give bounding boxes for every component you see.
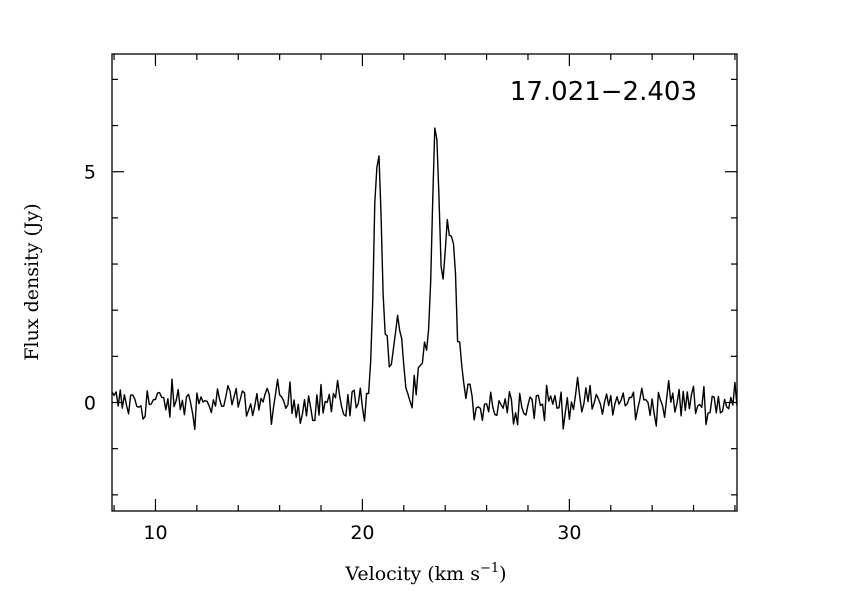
x-axis-label-end: ) — [499, 563, 506, 585]
tick-labels: 10 20 30 0 5 — [84, 162, 582, 544]
x-tick-label: 10 — [143, 522, 167, 544]
x-axis-label: Velocity (km s−1) — [344, 561, 506, 585]
x-axis-label-main: Velocity (km s — [344, 563, 480, 585]
x-tick-label: 30 — [557, 522, 581, 544]
y-axis-label: Flux density (Jy) — [21, 203, 43, 360]
spectrum-line — [111, 127, 738, 430]
y-tick-label: 5 — [84, 162, 96, 184]
x-tick-label: 20 — [350, 522, 374, 544]
plot-frame — [111, 53, 738, 512]
x-axis-label-exponent: −1 — [480, 561, 499, 576]
source-label: 17.021−2.403 — [510, 77, 697, 107]
minor-ticks — [112, 54, 737, 511]
y-tick-label: 0 — [84, 393, 96, 415]
major-ticks — [112, 54, 737, 511]
